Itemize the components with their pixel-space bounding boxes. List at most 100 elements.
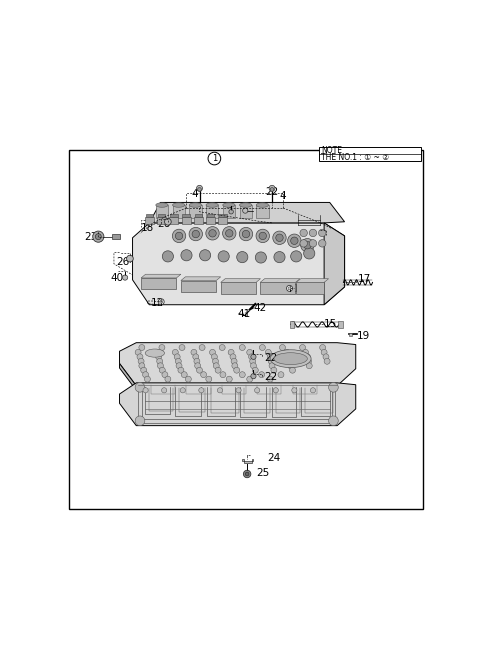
Ellipse shape [256, 203, 268, 207]
Circle shape [141, 367, 147, 373]
Circle shape [178, 367, 184, 373]
Circle shape [93, 231, 104, 242]
Circle shape [162, 371, 168, 378]
Circle shape [304, 248, 315, 259]
Circle shape [237, 252, 248, 263]
Circle shape [157, 363, 163, 369]
Circle shape [181, 250, 192, 261]
Circle shape [265, 349, 271, 355]
Text: 26: 26 [157, 219, 171, 229]
Circle shape [206, 227, 219, 240]
Circle shape [329, 383, 338, 392]
Circle shape [185, 376, 192, 382]
Circle shape [181, 371, 187, 378]
Circle shape [135, 416, 145, 426]
Bar [206, 217, 215, 224]
Circle shape [223, 227, 236, 240]
Circle shape [287, 286, 292, 291]
Circle shape [240, 227, 252, 241]
Circle shape [259, 371, 264, 378]
Text: 40: 40 [110, 272, 124, 282]
Text: NOTE: NOTE [321, 145, 342, 155]
Circle shape [139, 363, 145, 369]
Circle shape [189, 227, 203, 241]
Circle shape [269, 185, 275, 191]
Circle shape [321, 349, 327, 355]
Circle shape [240, 345, 245, 350]
Ellipse shape [270, 350, 311, 367]
Text: 10: 10 [293, 284, 306, 295]
Circle shape [304, 242, 311, 249]
Text: 25: 25 [256, 468, 269, 478]
Ellipse shape [274, 353, 307, 365]
Circle shape [137, 354, 143, 360]
Bar [195, 214, 202, 217]
Circle shape [306, 363, 312, 369]
Circle shape [226, 230, 233, 237]
Circle shape [201, 371, 206, 378]
Polygon shape [120, 383, 356, 426]
Circle shape [270, 187, 274, 191]
Bar [194, 217, 203, 224]
Polygon shape [260, 278, 300, 282]
Text: 24: 24 [267, 453, 280, 463]
Bar [173, 205, 185, 218]
Text: 22: 22 [264, 352, 277, 363]
Polygon shape [141, 274, 181, 278]
Circle shape [256, 229, 269, 242]
Circle shape [243, 470, 251, 477]
Circle shape [254, 388, 260, 393]
Polygon shape [132, 223, 345, 305]
Circle shape [302, 349, 309, 355]
Circle shape [329, 416, 338, 426]
Circle shape [208, 152, 221, 165]
Circle shape [288, 287, 291, 290]
Circle shape [215, 367, 221, 373]
Circle shape [198, 187, 202, 191]
Circle shape [159, 345, 165, 350]
Circle shape [304, 354, 311, 360]
Bar [156, 205, 168, 218]
Circle shape [252, 367, 258, 373]
Circle shape [305, 358, 312, 364]
Text: 22: 22 [264, 372, 277, 383]
Circle shape [273, 231, 286, 244]
Circle shape [267, 376, 273, 382]
Circle shape [273, 388, 278, 393]
Circle shape [324, 358, 330, 364]
Bar [219, 214, 227, 217]
Text: 12: 12 [151, 297, 164, 307]
Circle shape [255, 252, 266, 263]
Circle shape [194, 358, 200, 364]
Circle shape [284, 349, 290, 355]
Circle shape [175, 232, 183, 240]
Text: 22: 22 [266, 187, 279, 197]
Circle shape [180, 388, 185, 393]
Text: THE NO.1 : ① ~ ②: THE NO.1 : ① ~ ② [321, 153, 389, 162]
Circle shape [174, 354, 180, 360]
Circle shape [291, 251, 302, 262]
Circle shape [157, 358, 163, 364]
Circle shape [268, 358, 274, 364]
Polygon shape [181, 277, 221, 280]
Circle shape [135, 349, 141, 355]
Bar [260, 282, 296, 294]
Circle shape [172, 349, 178, 355]
Circle shape [323, 354, 329, 360]
Circle shape [319, 229, 326, 236]
Circle shape [288, 234, 301, 248]
Circle shape [195, 363, 201, 369]
Text: 40: 40 [228, 203, 240, 213]
Bar [170, 214, 178, 217]
Bar [181, 217, 191, 224]
Circle shape [127, 255, 133, 262]
Circle shape [290, 237, 298, 244]
Bar [207, 214, 215, 217]
Bar [338, 321, 343, 328]
Ellipse shape [145, 349, 165, 357]
Circle shape [279, 345, 286, 350]
Circle shape [274, 252, 285, 263]
Text: 23: 23 [84, 232, 97, 242]
Circle shape [213, 358, 218, 364]
Circle shape [242, 231, 250, 238]
